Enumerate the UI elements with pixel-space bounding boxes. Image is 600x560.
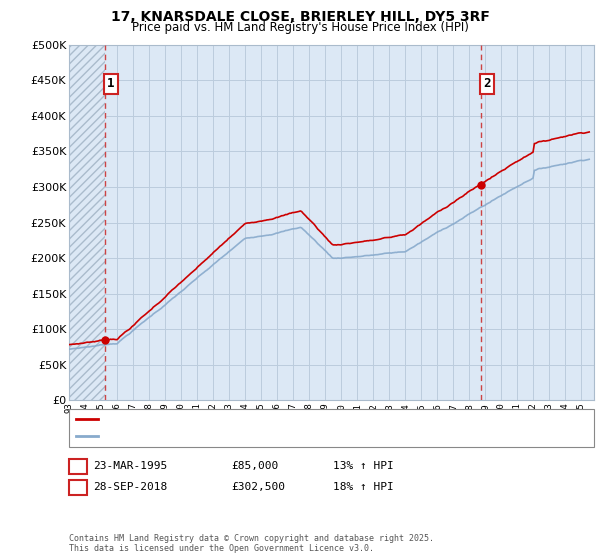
Text: 1: 1 <box>107 77 115 90</box>
Text: 1: 1 <box>74 459 82 473</box>
Text: £85,000: £85,000 <box>231 461 278 471</box>
Text: 23-MAR-1995: 23-MAR-1995 <box>93 461 167 471</box>
Text: 17, KNARSDALE CLOSE, BRIERLEY HILL, DY5 3RF (detached house): 17, KNARSDALE CLOSE, BRIERLEY HILL, DY5 … <box>104 414 457 424</box>
Text: £302,500: £302,500 <box>231 482 285 492</box>
Text: Contains HM Land Registry data © Crown copyright and database right 2025.
This d: Contains HM Land Registry data © Crown c… <box>69 534 434 553</box>
Text: 28-SEP-2018: 28-SEP-2018 <box>93 482 167 492</box>
Text: 13% ↑ HPI: 13% ↑ HPI <box>333 461 394 471</box>
Text: 17, KNARSDALE CLOSE, BRIERLEY HILL, DY5 3RF: 17, KNARSDALE CLOSE, BRIERLEY HILL, DY5 … <box>110 10 490 24</box>
Text: 2: 2 <box>484 77 491 90</box>
Text: 18% ↑ HPI: 18% ↑ HPI <box>333 482 394 492</box>
Bar <box>69 45 104 400</box>
Text: Price paid vs. HM Land Registry's House Price Index (HPI): Price paid vs. HM Land Registry's House … <box>131 21 469 34</box>
Text: HPI: Average price, detached house, Dudley: HPI: Average price, detached house, Dudl… <box>104 431 350 441</box>
Text: 2: 2 <box>74 480 82 494</box>
